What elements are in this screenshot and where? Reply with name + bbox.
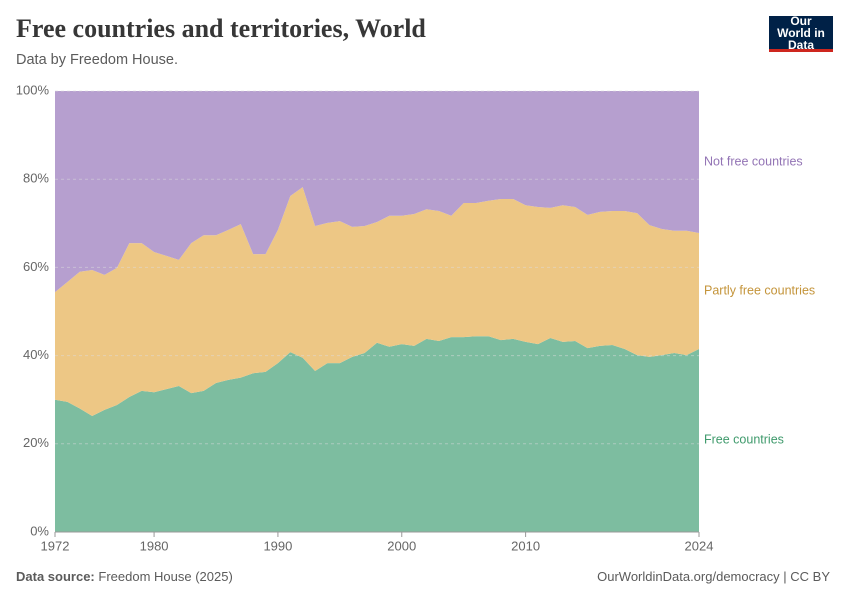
chart-subtitle: Data by Freedom House. [16, 52, 178, 68]
x-tick-label: 2024 [685, 538, 714, 553]
logo-text: Our World in Data [777, 13, 825, 52]
y-tick-label: 0% [30, 523, 49, 538]
x-tick-label: 2010 [511, 538, 540, 553]
x-tick-label: 2000 [387, 538, 416, 553]
series-label: Partly free countries [704, 283, 816, 298]
area [55, 91, 699, 293]
x-tick-label: 1972 [41, 538, 70, 553]
x-tick-label: 1980 [140, 538, 169, 553]
y-tick-label: 40% [23, 347, 49, 362]
y-tick-label: 20% [23, 435, 49, 450]
y-tick-label: 100% [16, 82, 50, 97]
area [55, 336, 699, 532]
logo[interactable]: Our World in Data [769, 13, 833, 52]
chart-title: Free countries and territories, World [16, 14, 426, 43]
source-text: Freedom House (2025) [98, 569, 233, 584]
source: Data source: Freedom House (2025) [16, 569, 233, 584]
series-label: Not free countries [704, 154, 803, 169]
footer-link[interactable]: OurWorldinData.org/democracy | CC BY [597, 569, 830, 584]
x-tick-label: 1990 [263, 538, 292, 553]
source-label: Data source: [16, 569, 95, 584]
area [55, 187, 699, 417]
y-tick-label: 60% [23, 259, 49, 274]
series-label: Free countries [704, 432, 784, 447]
y-tick-label: 80% [23, 171, 49, 186]
